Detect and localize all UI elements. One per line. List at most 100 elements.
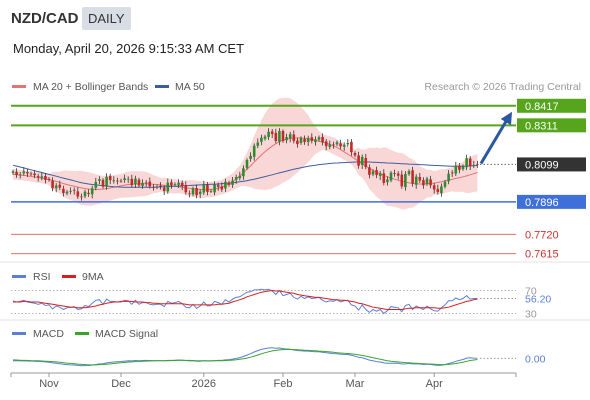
candle bbox=[224, 178, 227, 192]
x-tick-label: Mar bbox=[346, 378, 365, 390]
candle bbox=[202, 180, 206, 195]
candle bbox=[137, 177, 141, 188]
candle bbox=[472, 160, 476, 168]
macd-panel: 0.00 bbox=[12, 347, 546, 367]
candle-body bbox=[148, 181, 152, 187]
candle bbox=[458, 163, 461, 174]
candle bbox=[227, 180, 231, 187]
candle-body bbox=[317, 137, 321, 140]
candle-body bbox=[40, 176, 44, 178]
candle-body bbox=[119, 180, 123, 182]
candle-body bbox=[407, 171, 411, 175]
timestamp: Monday, April 20, 2026 9:15:33 AM CET bbox=[13, 41, 245, 56]
candle-body bbox=[458, 165, 461, 170]
candle bbox=[465, 154, 468, 171]
candle-body bbox=[274, 132, 278, 141]
candle bbox=[404, 171, 407, 191]
candle bbox=[375, 166, 378, 179]
candle bbox=[80, 193, 83, 201]
resistance-label: 0.8311 bbox=[525, 120, 558, 132]
candle-body bbox=[296, 140, 299, 145]
candle-body bbox=[18, 174, 22, 176]
support-tag bbox=[517, 194, 586, 209]
rsi-level-label: 70 bbox=[525, 285, 537, 297]
candle-body bbox=[375, 170, 378, 176]
candle bbox=[346, 139, 350, 147]
candle bbox=[83, 189, 87, 199]
candle bbox=[141, 179, 144, 189]
candle-body bbox=[314, 139, 317, 143]
candle-body bbox=[116, 180, 119, 182]
candle bbox=[47, 177, 51, 182]
candle bbox=[389, 170, 393, 183]
candle-body bbox=[443, 181, 447, 187]
period-badge[interactable]: DAILY bbox=[82, 7, 131, 30]
candle-body bbox=[346, 143, 350, 145]
candle-body bbox=[65, 191, 69, 194]
candle-body bbox=[400, 174, 404, 187]
source-credit: Research © 2026 Trading Central bbox=[424, 81, 581, 93]
candle-body bbox=[288, 134, 292, 139]
candle bbox=[396, 171, 400, 180]
candle-body bbox=[461, 166, 465, 170]
candle bbox=[382, 169, 386, 186]
candle-body bbox=[432, 185, 436, 190]
candle-body bbox=[306, 138, 310, 142]
candle-body bbox=[292, 134, 296, 141]
candle-body bbox=[450, 172, 454, 174]
candle-body bbox=[26, 172, 29, 174]
candle bbox=[256, 138, 260, 149]
candle-body bbox=[414, 176, 418, 185]
current-price-tag bbox=[517, 157, 586, 172]
x-tick-label: Apr bbox=[426, 378, 443, 390]
candle-body bbox=[429, 179, 432, 186]
candle-body bbox=[126, 178, 130, 180]
x-tick-label: Dec bbox=[111, 378, 131, 390]
candle bbox=[422, 177, 425, 189]
candle-body bbox=[36, 176, 40, 178]
candle-body bbox=[134, 178, 137, 185]
candle bbox=[58, 180, 62, 191]
candle-body bbox=[411, 170, 414, 184]
candle bbox=[414, 174, 418, 189]
candle-body bbox=[58, 184, 62, 188]
candle bbox=[180, 180, 184, 191]
instrument-title: NZD/CAD bbox=[11, 10, 79, 27]
candle bbox=[371, 169, 375, 177]
candle bbox=[98, 176, 101, 185]
price-panel: 0.8417 0.8311 0.8099 0.7896 0.7720 0.7615 bbox=[11, 97, 586, 261]
candle-body bbox=[188, 193, 191, 195]
candle bbox=[310, 133, 314, 144]
legend-label-ma20: MA 20 + Bollinger Bands bbox=[33, 81, 148, 93]
candle bbox=[119, 178, 123, 183]
candle-body bbox=[33, 173, 36, 176]
candle-body bbox=[267, 131, 270, 137]
candle bbox=[51, 177, 54, 192]
candle bbox=[101, 178, 105, 189]
candle bbox=[242, 165, 245, 180]
candle bbox=[314, 136, 317, 146]
candle bbox=[206, 182, 209, 196]
candle-body bbox=[227, 182, 231, 185]
candle bbox=[162, 185, 166, 195]
candle bbox=[134, 175, 137, 188]
current-price-label: 0.8099 bbox=[525, 159, 559, 171]
candle bbox=[188, 190, 191, 198]
target-label: 0.7720 bbox=[525, 229, 559, 241]
candle-body bbox=[209, 191, 213, 192]
candle bbox=[245, 158, 249, 170]
candle bbox=[152, 184, 155, 191]
candle-body bbox=[342, 144, 346, 147]
candle-body bbox=[368, 167, 371, 175]
candle bbox=[130, 174, 134, 188]
candle bbox=[353, 151, 357, 158]
candle bbox=[216, 182, 220, 191]
candle bbox=[263, 134, 267, 141]
candle bbox=[94, 177, 98, 191]
candle bbox=[126, 176, 130, 184]
candle bbox=[443, 179, 447, 189]
candle-body bbox=[245, 160, 249, 168]
bollinger-band bbox=[13, 97, 478, 210]
candle-body bbox=[94, 182, 98, 188]
